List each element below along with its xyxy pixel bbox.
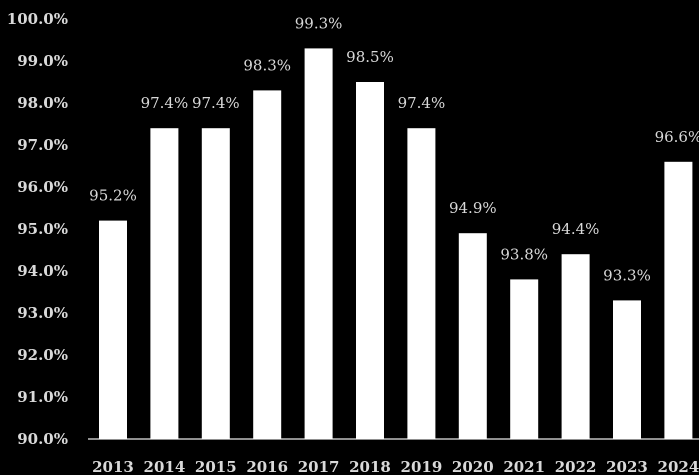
value-label-2013: 95.2% xyxy=(89,187,137,205)
bar-2022 xyxy=(561,254,590,439)
bar-2024 xyxy=(664,161,693,440)
y-tick-label: 94.0% xyxy=(17,262,68,280)
x-tick-label-2022: 2022 xyxy=(555,458,597,475)
y-tick-label: 97.0% xyxy=(17,136,68,154)
value-label-2022: 94.4% xyxy=(552,220,600,238)
y-tick-label: 95.0% xyxy=(17,220,68,238)
value-label-2015: 97.4% xyxy=(192,94,240,112)
x-tick-label-2018: 2018 xyxy=(349,458,391,475)
bar-2021 xyxy=(510,279,539,439)
value-label-2017: 99.3% xyxy=(295,14,343,32)
x-tick-label-2017: 2017 xyxy=(298,458,340,475)
value-label-2021: 93.8% xyxy=(500,245,548,263)
x-tick-label-2013: 2013 xyxy=(92,458,134,475)
value-label-2014: 97.4% xyxy=(141,94,189,112)
bar-2017 xyxy=(304,48,333,440)
x-tick-label-2024: 2024 xyxy=(658,458,699,475)
value-label-2020: 94.9% xyxy=(449,199,497,217)
value-label-2016: 98.3% xyxy=(243,56,291,74)
y-tick-label: 93.0% xyxy=(17,304,68,322)
x-tick-label-2021: 2021 xyxy=(503,458,545,475)
value-labels: 95.2%97.4% 97.4%98.3%99.3%98.5%97.4%94.9%… xyxy=(89,14,699,284)
bars xyxy=(99,48,693,440)
y-tick-label: 99.0% xyxy=(17,52,68,70)
value-label-2024: 96.6% xyxy=(655,128,699,146)
y-tick-label: 98.0% xyxy=(17,94,68,112)
x-tick-label-2014: 2014 xyxy=(144,458,186,475)
x-axis-tick-labels: 2013 2014 2015 2016 2017 2018 2019 2020 2021 2022… xyxy=(92,458,699,475)
value-label-2019: 97.4% xyxy=(398,94,446,112)
x-tick-label-2015: 2015 xyxy=(195,458,237,475)
x-tick-label-2016: 2016 xyxy=(246,458,288,475)
bar-2016 xyxy=(253,90,282,440)
y-tick-label: 91.0% xyxy=(17,388,68,406)
y-tick-label: 92.0% xyxy=(17,346,68,364)
bar-2019 xyxy=(407,128,436,439)
bar-2023 xyxy=(613,300,641,439)
bar-2020 xyxy=(458,233,487,439)
bar-2018 xyxy=(356,82,384,439)
y-axis-tick-labels: 90.0% 91.0% 92.0% 93.0% 94.0% 95.0% 96.0% 97.0%… xyxy=(7,10,68,448)
bar-2015 xyxy=(201,128,230,439)
y-tick-label: 100.0% xyxy=(7,10,68,28)
x-tick-label-2023: 2023 xyxy=(606,458,648,475)
bar-2013 xyxy=(99,220,127,439)
value-label-2023: 93.3% xyxy=(603,266,651,284)
x-tick-label-2019: 2019 xyxy=(401,458,443,475)
bar-2014 xyxy=(150,128,179,439)
y-tick-label: 90.0% xyxy=(17,430,68,448)
x-tick-label-2020: 2020 xyxy=(452,458,494,475)
value-label-2018: 98.5% xyxy=(346,48,394,66)
y-tick-label: 96.0% xyxy=(17,178,68,196)
